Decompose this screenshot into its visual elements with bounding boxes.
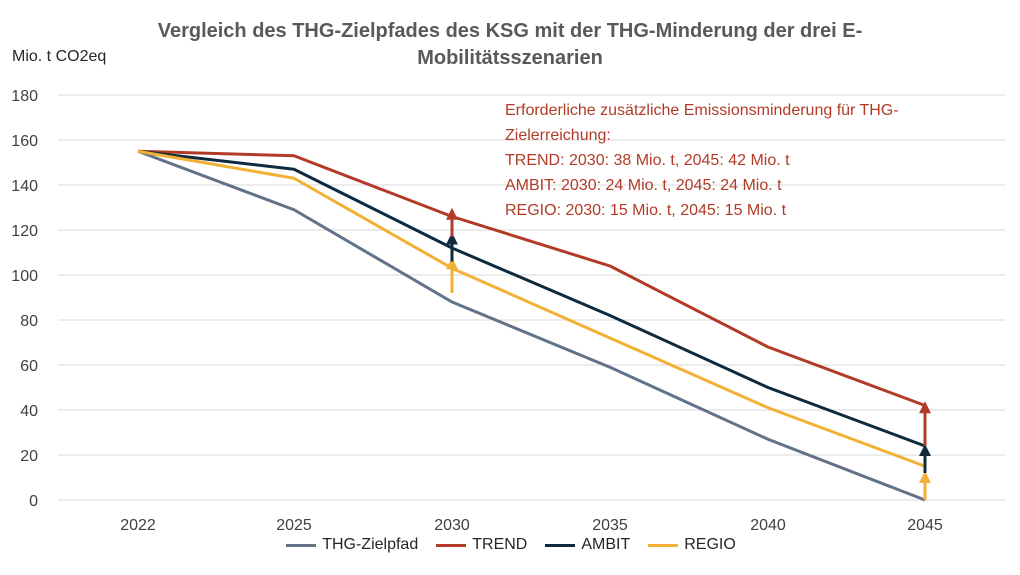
gap-arrow-trend-2045 (919, 401, 931, 446)
chart-legend: THG-Zielpfad TREND AMBIT REGIO (0, 536, 1020, 554)
series-line-ambit (137, 149, 926, 448)
gap-arrow-head (919, 401, 931, 414)
x-tick-label: 2045 (907, 517, 943, 534)
gap-arrow-regio-2045 (919, 471, 931, 500)
annotation-line: Zielerreichung: (505, 127, 611, 144)
annotation-line: TREND: 2030: 38 Mio. t, 2045: 42 Mio. t (505, 152, 790, 169)
legend-label: THG-Zielpfad (322, 536, 419, 553)
annotation-line: REGIO: 2030: 15 Mio. t, 2045: 15 Mio. t (505, 202, 787, 219)
gap-arrow-ambit-2045 (919, 444, 931, 473)
x-tick-label: 2022 (120, 517, 156, 534)
legend-label: AMBIT (581, 536, 631, 553)
y-tick-label: 20 (20, 448, 38, 465)
gap-arrow-head (446, 207, 458, 220)
y-tick-label: 60 (20, 358, 38, 375)
legend-item-regio: REGIO (648, 536, 736, 554)
gap-arrow-trend-2030 (446, 207, 458, 237)
x-tick-label: 2025 (276, 517, 312, 534)
x-tick-label: 2040 (750, 517, 786, 534)
gap-arrow-head (919, 471, 931, 483)
y-axis-unit-label: Mio. t CO2eq (12, 48, 107, 65)
y-tick-label: 40 (20, 403, 38, 420)
annotation-line: Erforderliche zusätzliche Emissionsminde… (505, 102, 899, 119)
legend-item-thg-zielpfad: THG-Zielpfad (286, 536, 418, 554)
legend-item-ambit: AMBIT (545, 536, 630, 554)
y-tick-label: 0 (29, 493, 38, 510)
gap-arrow-ambit-2030 (446, 232, 458, 262)
legend-swatch (545, 543, 576, 547)
legend-label: TREND (472, 536, 528, 553)
annotation-box: Erforderliche zusätzliche Emissionsminde… (505, 98, 899, 223)
gap-arrow-head (919, 444, 931, 456)
legend-swatch (648, 543, 679, 547)
annotation-line: AMBIT: 2030: 24 Mio. t, 2045: 24 Mio. t (505, 177, 782, 194)
y-tick-label: 180 (11, 88, 38, 105)
legend-swatch (286, 543, 317, 547)
y-tick-label: 80 (20, 313, 38, 330)
y-tick-label: 160 (11, 133, 38, 150)
series-line-trend (137, 149, 926, 407)
legend-item-trend: TREND (436, 536, 527, 554)
gap-arrow-head (446, 257, 458, 270)
series-line-regio (137, 149, 926, 468)
gap-arrow-head (446, 232, 458, 245)
gap-arrow-regio-2030 (446, 257, 458, 293)
legend-swatch (436, 543, 467, 547)
legend-label: REGIO (684, 536, 736, 553)
y-tick-label: 100 (11, 268, 38, 285)
x-tick-label: 2030 (434, 517, 470, 534)
series-line-thg-zielpfad (137, 149, 926, 502)
y-tick-label: 120 (11, 223, 38, 240)
x-tick-label: 2035 (592, 517, 628, 534)
y-tick-label: 140 (11, 178, 38, 195)
chart-title: Vergleich des THG-Zielpfades des KSG mit… (157, 20, 863, 69)
